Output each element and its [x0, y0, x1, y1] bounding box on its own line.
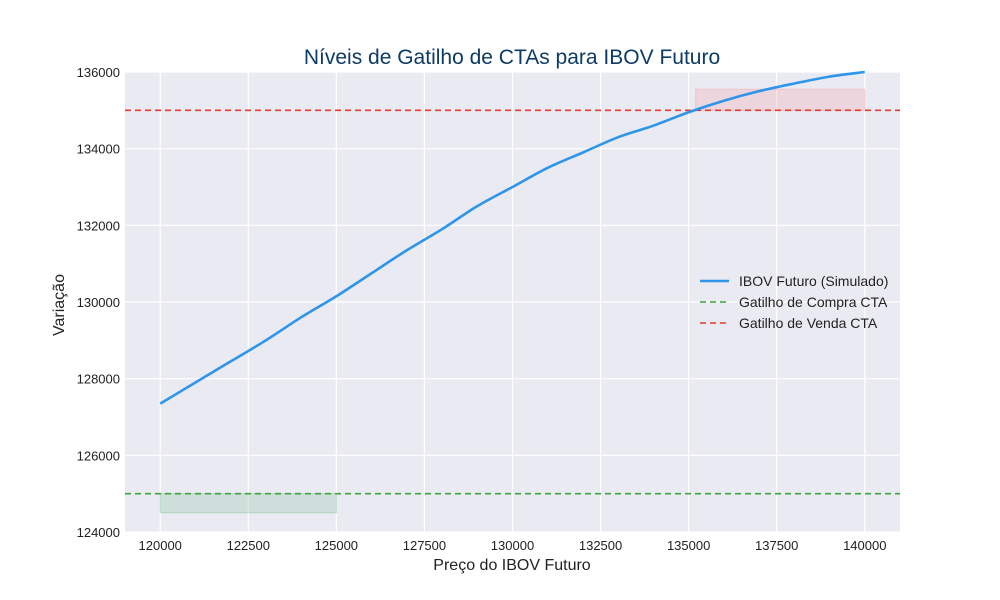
x-tick-label: 135000 — [667, 538, 710, 553]
y-tick-label: 136000 — [77, 65, 120, 80]
legend-label: Gatilho de Compra CTA — [739, 294, 888, 310]
x-tick-label: 130000 — [491, 538, 534, 553]
reference-lines — [125, 109, 900, 495]
y-tick-labels: 124000 126000 128000 130000 132000 134000 1360… — [77, 65, 120, 540]
y-tick-label: 124000 — [77, 525, 120, 540]
x-tick-label: 127500 — [403, 538, 446, 553]
x-axis-label: Preço do IBOV Futuro — [433, 557, 591, 574]
y-tick-label: 126000 — [77, 448, 120, 463]
x-tick-label: 125000 — [315, 538, 358, 553]
x-tick-label: 122500 — [227, 538, 270, 553]
y-tick-label: 134000 — [77, 142, 120, 157]
y-axis-label: Variação — [51, 274, 68, 336]
legend-label: Gatilho de Venda CTA — [739, 315, 878, 331]
x-tick-label: 140000 — [843, 538, 886, 553]
shaded-regions — [159, 88, 866, 514]
series-line — [159, 70, 865, 405]
shaded-region — [695, 88, 866, 111]
x-tick-label: 132500 — [579, 538, 622, 553]
y-gridlines — [125, 71, 900, 533]
x-tick-label: 120000 — [139, 538, 182, 553]
y-tick-label: 130000 — [77, 295, 120, 310]
legend: IBOV Futuro (Simulado) Gatilho de Compra … — [700, 273, 888, 331]
y-tick-label: 132000 — [77, 218, 120, 233]
x-tick-label: 137500 — [755, 538, 798, 553]
shaded-region — [159, 493, 337, 514]
legend-label: IBOV Futuro (Simulado) — [739, 273, 888, 289]
chart-title: Níveis de Gatilho de CTAs para IBOV Futu… — [304, 46, 720, 69]
series-lines — [159, 70, 865, 405]
x-tick-labels: 120000 122500 125000 127500 130000 132500 1350… — [139, 538, 887, 553]
y-tick-label: 128000 — [77, 372, 120, 387]
